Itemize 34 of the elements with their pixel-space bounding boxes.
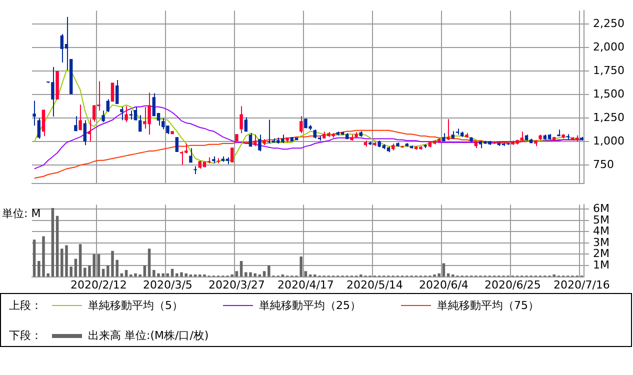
y-tick-label: 1,000 (593, 134, 624, 148)
bar (32, 240, 36, 277)
bar (78, 244, 82, 277)
y-tick-label: 750 (593, 158, 614, 171)
x-tick-label: 2020/4/17 (277, 278, 334, 292)
bar (148, 248, 151, 277)
y-tick-label: 1,500 (593, 88, 624, 101)
y-tick-label: 2M (593, 247, 610, 260)
x-tick-label: 2020/6/25 (484, 278, 541, 292)
annotation: 単位: M (2, 206, 41, 220)
y-tick-label: 2,000 (593, 40, 624, 54)
y-tick-label: 6M (593, 202, 610, 215)
x-tick-label: 2020/3/5 (142, 278, 192, 292)
x-tick-label: 2020/6/4 (418, 278, 468, 292)
legend-label: 単純移動平均（25） (259, 298, 361, 313)
y-tick-label: 3M (593, 236, 610, 249)
x-tick-label: 2020/7/16 (553, 278, 610, 292)
bar (56, 216, 59, 277)
legend-title: 下段： (9, 328, 42, 343)
x-tick-label: 2020/5/14 (346, 278, 403, 292)
bar (97, 254, 100, 277)
x-tick-label: 2020/3/27 (208, 278, 265, 292)
x-tick-label: 2020/2/12 (70, 278, 127, 292)
legend-title: 上段： (9, 298, 42, 313)
y-tick-label: 4M (593, 224, 610, 238)
y-tick-label: 1,250 (593, 110, 624, 124)
bar (51, 208, 54, 277)
legend-label: 単純移動平均（5） (88, 298, 183, 313)
y-tick-label: 2,250 (593, 17, 624, 30)
y-tick-label: 1,750 (593, 64, 624, 78)
y-tick-label: 1M (593, 258, 610, 272)
y-tick-label: 5M (593, 213, 610, 226)
legend-label: 出来高 単位:(M株/口/枚) (88, 328, 209, 343)
legend-label: 単純移動平均（75） (437, 298, 539, 313)
